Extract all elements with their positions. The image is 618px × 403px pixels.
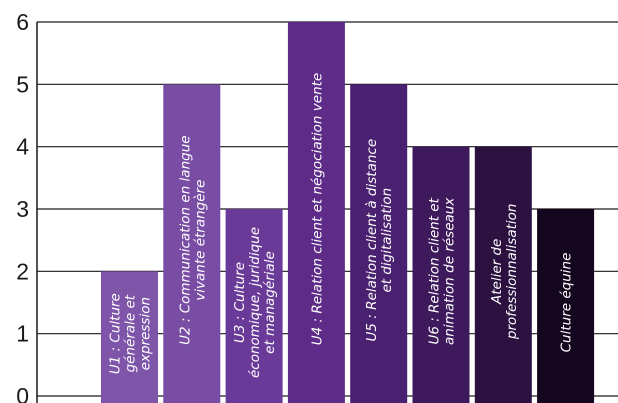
bar-label: U6 : Relation client et [427, 197, 443, 344]
bar-label-group: Culture équine [559, 253, 575, 353]
bar-label: générale et [123, 294, 139, 372]
bar [412, 146, 470, 403]
bar-label-group: U5 : Relation client à distance et digita… [364, 139, 395, 342]
bar-label: U3 : Culture [232, 262, 248, 343]
bar-label-group: U2 : Communication en langue vivante étra… [177, 135, 208, 344]
y-tick-label: 1 [16, 321, 29, 347]
bar-label: professionnalisation [504, 204, 520, 341]
bar-label-group: U1 : Culture générale et expression [108, 293, 154, 374]
bar-label: expression [138, 297, 154, 370]
bar-label-group: U6 : Relation client et animation de rése… [427, 197, 458, 345]
bar [350, 84, 408, 403]
y-tick-label: 3 [16, 196, 29, 222]
y-tick-label: 6 [16, 9, 29, 35]
bar [101, 271, 158, 403]
bar [287, 22, 345, 403]
bar-label: et managériale [262, 251, 278, 354]
bar [537, 209, 595, 403]
bar-label: animation de réseaux [442, 197, 458, 345]
bar [474, 146, 532, 403]
bar-label: économique, juridique [247, 227, 263, 378]
y-tick-label: 5 [16, 71, 29, 97]
bar-label: et digitalisation [379, 188, 395, 293]
y-tick-label: 0 [16, 383, 29, 403]
bar-label-group: Atelier de professionnalisation [489, 204, 520, 341]
bar [163, 84, 221, 403]
bar-label: U2 : Communication en langue [177, 135, 193, 344]
y-tick-label: 4 [16, 134, 29, 160]
bar-label: U5 : Relation client à distance [364, 139, 380, 342]
bar [225, 209, 283, 403]
bar-label-group: U4 : Relation client et négociation vent… [309, 73, 325, 345]
bar-label-group: U3 : Culture économique, juridique et mana… [232, 227, 278, 378]
bar-label: vivante étrangère [192, 180, 208, 301]
bar-label: U1 : Culture [108, 293, 124, 374]
bar-label: Atelier de [489, 239, 505, 305]
bar-label: U4 : Relation client et négociation vent… [309, 73, 325, 345]
bar-label: Culture équine [559, 253, 575, 353]
y-tick-label: 2 [16, 258, 29, 284]
